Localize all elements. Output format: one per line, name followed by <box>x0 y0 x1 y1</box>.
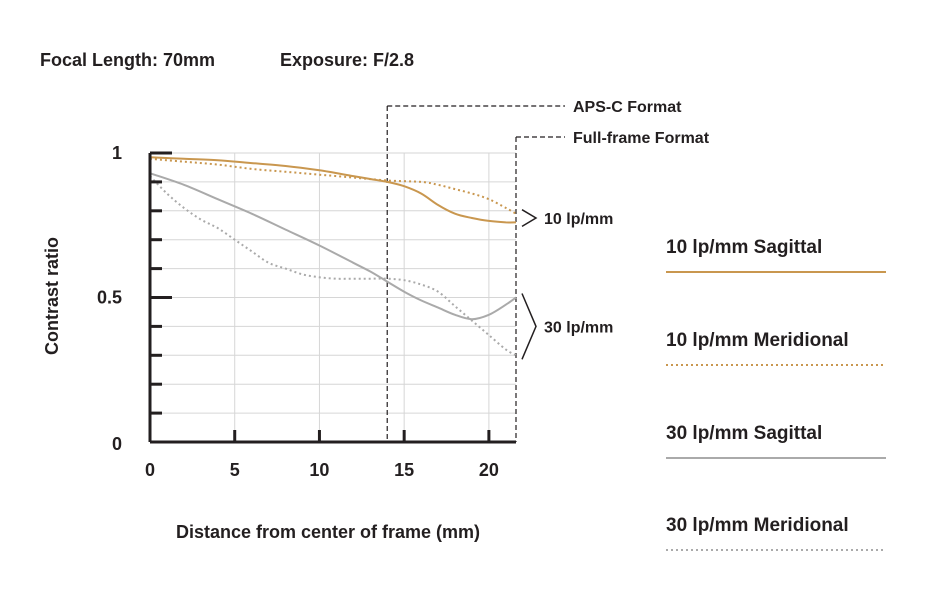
series-line <box>149 175 517 357</box>
legend: 10 lp/mm Sagittal 10 lp/mm Meridional 30 l… <box>666 237 886 551</box>
x-tick-label: 20 <box>479 460 499 480</box>
grid <box>150 152 516 442</box>
series-line <box>149 172 517 321</box>
axes: 00.510 5 10 15 20 <box>97 143 516 480</box>
format-lines: APS-C Format Full-frame Format <box>386 99 710 442</box>
exposure-label: Exposure: F/2.8 <box>280 50 414 70</box>
y-tick-label: 0 <box>112 434 122 454</box>
group-bracket <box>521 209 538 228</box>
x-tick-label: 15 <box>394 460 414 480</box>
x-tick-label: 10 <box>309 460 329 480</box>
y-tick-label: 0.5 <box>97 288 122 308</box>
group-label: 10 lp/mm <box>544 211 613 228</box>
y-axis-label: Contrast ratio <box>42 237 62 355</box>
x-tick-label: 0 <box>145 460 155 480</box>
group-bracket <box>521 293 537 360</box>
legend-label: 30 lp/mm Sagittal <box>666 423 822 444</box>
format-label: APS-C Format <box>573 99 682 116</box>
legend-label: 30 lp/mm Meridional <box>666 515 849 536</box>
group-label: 30 lp/mm <box>544 319 613 336</box>
series-line <box>149 157 517 215</box>
x-axis-label: Distance from center of frame (mm) <box>176 522 480 542</box>
legend-label: 10 lp/mm Meridional <box>666 330 849 351</box>
format-label: Full-frame Format <box>573 130 710 147</box>
x-tick-label: 5 <box>230 460 240 480</box>
group-labels: 10 lp/mm 30 lp/mm <box>521 209 613 360</box>
y-tick-label: 1 <box>112 143 122 163</box>
legend-label: 10 lp/mm Sagittal <box>666 237 822 258</box>
series-line <box>149 156 517 224</box>
focal-length-label: Focal Length: 70mm <box>40 50 215 70</box>
series-group <box>149 156 517 357</box>
